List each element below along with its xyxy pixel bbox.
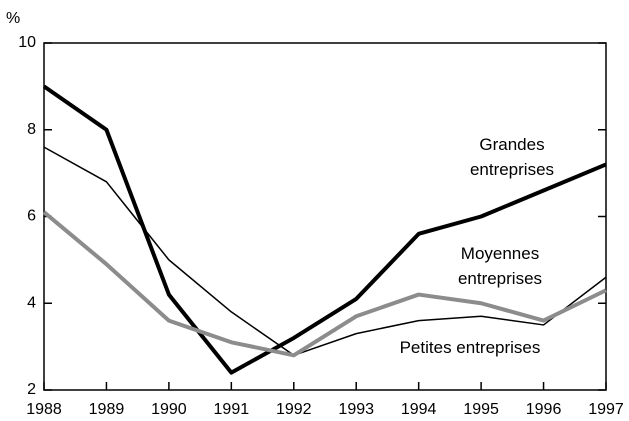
y-tick-label: 8 [27, 121, 36, 138]
x-tick-label: 1988 [26, 401, 62, 418]
y-axis-label: % [6, 10, 20, 27]
x-tick-label: 1992 [276, 401, 312, 418]
series-label: Moyennes entreprises [457, 244, 543, 288]
y-tick-label: 2 [27, 381, 36, 398]
series-line [43, 146, 607, 357]
series-label: Grandes entreprises [469, 135, 555, 179]
y-tick-label: 10 [18, 34, 36, 51]
series-line [42, 84, 607, 375]
x-tick-label: 1990 [151, 401, 187, 418]
y-tick-label: 6 [27, 208, 36, 225]
x-tick-label: 1995 [463, 401, 499, 418]
series-line [42, 210, 607, 358]
series-label: Petites entreprises [399, 338, 541, 357]
x-tick-label: 1996 [526, 401, 562, 418]
x-tick-label: 1993 [338, 401, 374, 418]
x-tick-label: 1994 [401, 401, 437, 418]
x-tick-label: 1989 [89, 401, 125, 418]
y-tick-label: 4 [27, 294, 36, 311]
x-tick-label: 1991 [214, 401, 250, 418]
x-tick-label: 1997 [588, 401, 624, 418]
